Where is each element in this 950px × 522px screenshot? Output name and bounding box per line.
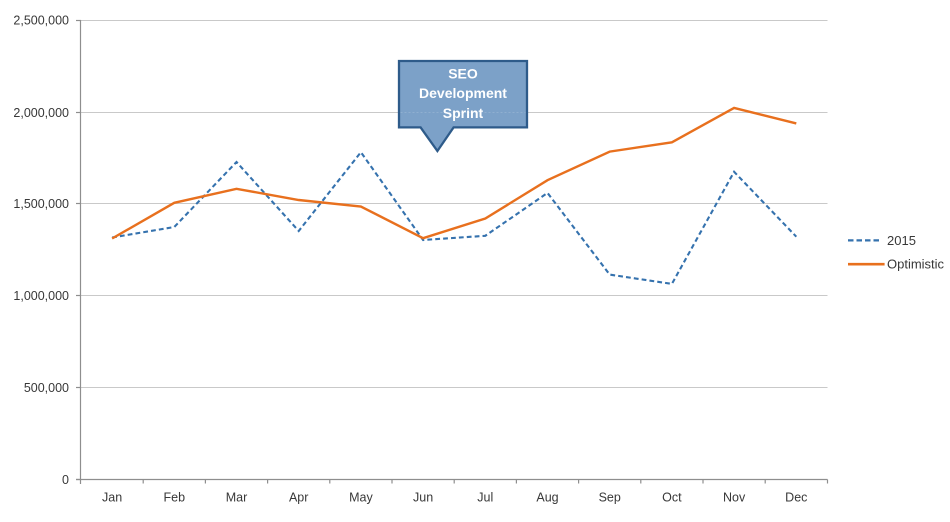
svg-text:Jun: Jun — [413, 491, 433, 505]
svg-text:Sprint: Sprint — [443, 105, 484, 121]
svg-text:Optimistic: Optimistic — [887, 257, 945, 272]
svg-text:SEO: SEO — [448, 66, 478, 82]
svg-text:Mar: Mar — [226, 491, 248, 505]
svg-text:1,500,000: 1,500,000 — [13, 197, 69, 211]
svg-text:2015: 2015 — [887, 233, 916, 248]
svg-text:Apr: Apr — [289, 491, 308, 505]
svg-text:Sep: Sep — [599, 491, 621, 505]
svg-text:0: 0 — [62, 473, 69, 487]
svg-text:Development: Development — [419, 85, 507, 101]
svg-text:Jan: Jan — [102, 491, 122, 505]
svg-text:2,500,000: 2,500,000 — [13, 14, 69, 28]
svg-text:Dec: Dec — [785, 491, 807, 505]
svg-text:Feb: Feb — [164, 491, 186, 505]
svg-text:500,000: 500,000 — [24, 381, 69, 395]
svg-text:Oct: Oct — [662, 491, 682, 505]
svg-text:1,000,000: 1,000,000 — [13, 289, 69, 303]
svg-text:Aug: Aug — [536, 491, 558, 505]
svg-text:Jul: Jul — [477, 491, 493, 505]
svg-text:Nov: Nov — [723, 491, 746, 505]
svg-text:May: May — [349, 491, 373, 505]
svg-text:2,000,000: 2,000,000 — [13, 106, 69, 120]
